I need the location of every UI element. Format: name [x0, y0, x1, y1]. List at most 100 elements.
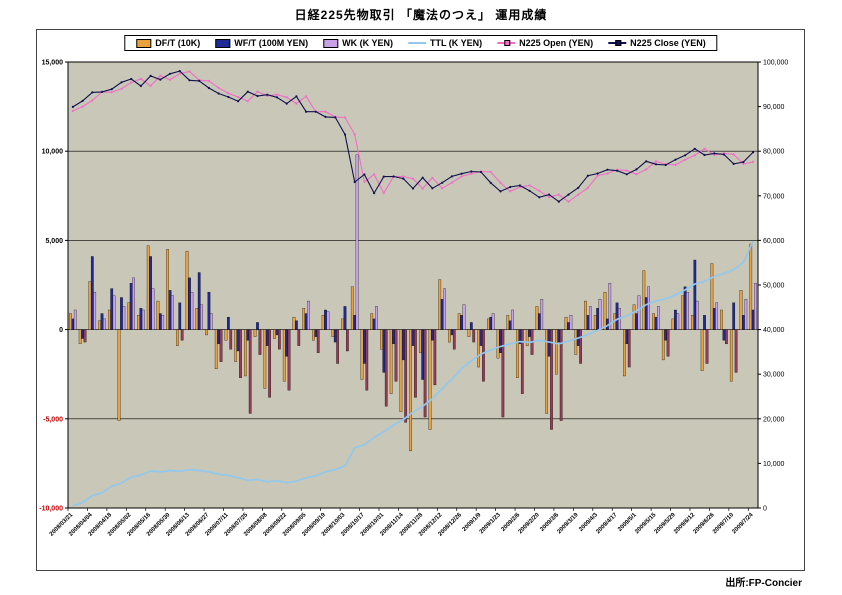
marker-icon	[363, 173, 366, 176]
bar	[712, 308, 716, 330]
marker-icon	[227, 95, 230, 99]
marker-icon	[168, 72, 172, 75]
bar	[579, 329, 582, 364]
bar	[372, 318, 376, 330]
marker-icon	[528, 189, 531, 192]
legend-bar-swatch-icon	[136, 38, 152, 48]
marker-icon	[742, 162, 745, 165]
bar	[506, 315, 510, 330]
bar	[428, 329, 432, 430]
marker-icon	[557, 200, 560, 203]
marker-icon	[499, 190, 502, 193]
bar	[681, 295, 685, 330]
marker-icon	[217, 92, 220, 95]
right-axis-label: 60,000	[763, 238, 785, 245]
bar	[477, 329, 480, 368]
bar	[93, 291, 97, 330]
marker-icon	[674, 158, 677, 161]
marker-icon	[246, 90, 249, 93]
marker-icon	[295, 102, 298, 105]
bar	[479, 329, 483, 346]
bar	[219, 329, 223, 362]
bar	[389, 329, 393, 394]
marker-icon	[489, 181, 492, 184]
bar	[457, 313, 461, 330]
bar	[593, 315, 597, 330]
marker-icon	[81, 105, 84, 108]
bar	[265, 329, 269, 346]
bar	[418, 329, 422, 353]
right-axis-label: 50,000	[763, 283, 785, 290]
marker-icon	[149, 74, 152, 77]
bar	[557, 329, 561, 343]
legend-bar-swatch-icon	[215, 38, 231, 48]
right-axis: 0 10,000 20,000 30,000 40,000 50,000 60,000 70,…	[758, 60, 788, 513]
marker-icon	[100, 90, 104, 93]
marker-icon	[120, 81, 123, 84]
marker-icon	[198, 79, 201, 82]
bar	[263, 329, 267, 389]
marker-icon	[441, 181, 444, 184]
bar	[443, 288, 446, 330]
marker-icon	[285, 96, 288, 99]
marker-icon	[713, 152, 716, 155]
bar	[380, 329, 383, 350]
bar	[326, 311, 330, 330]
bar	[632, 304, 636, 330]
bar	[511, 309, 514, 330]
bar	[469, 322, 473, 330]
chart-title: 日経225先物取引 「魔法のつえ」 運用成績	[294, 8, 548, 22]
bar	[569, 315, 573, 330]
bar	[71, 318, 75, 330]
bar	[710, 263, 714, 330]
bar	[615, 302, 619, 330]
bar	[312, 329, 315, 341]
marker-icon	[548, 193, 551, 196]
bar	[744, 299, 748, 330]
marker-icon	[178, 72, 181, 75]
bar	[652, 313, 655, 330]
legend-line-swatch-icon	[497, 39, 516, 47]
bar	[664, 329, 668, 341]
marker-icon	[538, 196, 541, 199]
bar	[151, 288, 155, 330]
marker-icon	[635, 168, 638, 171]
bar	[448, 329, 451, 343]
bar	[321, 315, 325, 330]
marker-icon	[207, 86, 210, 90]
line-series	[72, 240, 754, 507]
left-axis-label: 5,000	[45, 238, 63, 245]
bar	[603, 291, 607, 330]
bar	[353, 315, 357, 330]
marker-icon	[324, 110, 327, 113]
marker-icon	[159, 74, 162, 77]
bar	[244, 329, 247, 377]
bar	[127, 302, 131, 330]
marker-icon	[654, 163, 658, 166]
marker-icon	[567, 193, 570, 196]
bar	[482, 329, 485, 382]
marker-icon	[625, 169, 628, 172]
marker-icon	[353, 180, 356, 184]
marker-icon	[373, 192, 376, 195]
bar	[88, 281, 92, 330]
legend: DF/T (10K) WF/T (100M YEN) WK (K YEN) TTL (…	[124, 35, 718, 51]
bar	[112, 295, 116, 330]
marker-icon	[645, 168, 648, 171]
bar	[392, 329, 395, 345]
marker-icon	[460, 175, 463, 178]
marker-icon	[645, 160, 648, 163]
right-axis-label: 0	[763, 506, 767, 513]
bar	[720, 309, 723, 330]
bar	[324, 309, 327, 330]
marker-icon	[722, 153, 726, 156]
legend-item: WK (K YEN)	[323, 38, 393, 48]
marker-icon	[71, 105, 74, 108]
bar	[508, 320, 512, 330]
bar	[676, 313, 680, 330]
marker-icon	[305, 95, 308, 98]
marker-icon	[509, 190, 512, 193]
right-axis-label: 100,000	[763, 60, 788, 67]
bar	[73, 309, 77, 330]
